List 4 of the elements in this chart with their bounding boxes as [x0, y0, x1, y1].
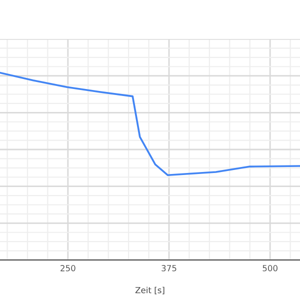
x-axis-title: Zeit [s]: [135, 286, 164, 294]
x-tick-label: 375: [162, 265, 176, 272]
x-tick-label: 500: [262, 265, 278, 272]
x-tick-label: 250: [60, 265, 76, 272]
